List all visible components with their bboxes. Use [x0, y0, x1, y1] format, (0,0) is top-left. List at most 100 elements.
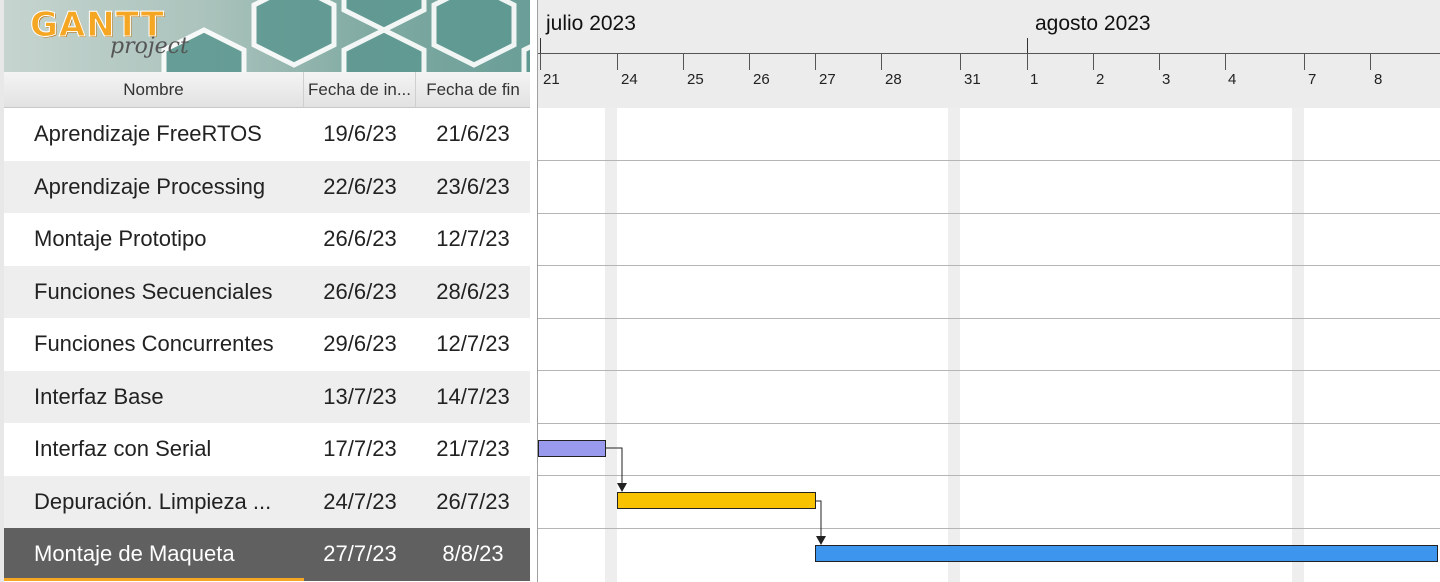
- task-end-date: 12/7/23: [436, 331, 510, 356]
- day-label: 27: [819, 71, 836, 88]
- day-tick: [617, 54, 618, 70]
- day-label: 31: [964, 71, 981, 88]
- day-label: 3: [1162, 71, 1171, 88]
- dependency-link: [605, 447, 623, 484]
- month-tick: [1027, 38, 1028, 54]
- row-gridline: [538, 213, 1440, 214]
- task-end-date: 28/6/23: [436, 278, 510, 304]
- dependency-arrows: [605, 447, 826, 545]
- task-end-date: 12/7/23: [436, 226, 510, 251]
- weekend-band: [605, 108, 617, 582]
- day-tick: [1370, 54, 1371, 70]
- row-gridline: [538, 318, 1440, 319]
- task-table-panel: GANTT project Nombre Fecha de in... Fech…: [0, 0, 530, 582]
- logo-gantt-text: GANTT: [30, 5, 165, 45]
- task-bar-depuracion[interactable]: [617, 492, 816, 509]
- row-gridline: [538, 528, 1440, 529]
- task-end-date: 23/6/23: [436, 173, 510, 199]
- day-label: 8: [1374, 71, 1383, 88]
- task-end-date: 21/7/23: [436, 436, 510, 461]
- table-row[interactable]: Aprendizaje Processing 22/6/23 23/6/23: [4, 160, 530, 213]
- panel-splitter[interactable]: [530, 0, 538, 582]
- selection-underline: [4, 577, 304, 581]
- column-header-start-date[interactable]: Fecha de in...: [304, 72, 416, 107]
- day-label: 26: [753, 71, 770, 88]
- arrowhead-icon: [816, 536, 826, 545]
- day-tick: [881, 54, 882, 70]
- task-start-date: 19/6/23: [323, 121, 397, 146]
- month-label-july: julio 2023: [546, 12, 636, 35]
- day-label: 1: [1030, 71, 1039, 88]
- table-row[interactable]: Montaje Prototipo 26/6/23 12/7/23: [4, 213, 530, 266]
- task-name: Interfaz Base: [34, 383, 164, 409]
- task-bar-interfaz-serial[interactable]: [538, 440, 606, 457]
- task-name: Funciones Secuenciales: [34, 278, 273, 304]
- day-tick: [1093, 54, 1094, 70]
- column-header-name[interactable]: Nombre: [4, 72, 304, 107]
- task-name: Aprendizaje Processing: [34, 173, 266, 199]
- task-name: Depuración. Limpieza ...: [34, 488, 272, 514]
- day-tick: [749, 54, 750, 70]
- task-end-date: 8/8/23: [442, 541, 504, 566]
- table-row-selected[interactable]: Montaje de Maqueta 27/7/23 8/8/23: [4, 528, 530, 581]
- task-start-date: 29/6/23: [323, 331, 397, 356]
- table-row[interactable]: Funciones Secuenciales 26/6/23 28/6/23: [4, 265, 530, 318]
- timeline-divider: [538, 53, 1440, 54]
- gantt-chart-panel[interactable]: julio 2023 agosto 2023 21 24 25 26 27 28…: [538, 0, 1440, 582]
- task-name: Aprendizaje FreeRTOS: [34, 121, 262, 146]
- hexagon-pattern-icon: [161, 0, 530, 72]
- table-row[interactable]: Funciones Concurrentes 29/6/23 12/7/23: [4, 318, 530, 371]
- weekend-band: [948, 108, 960, 582]
- table-row[interactable]: Interfaz Base 13/7/23 14/7/23: [4, 370, 530, 423]
- task-start-date: 17/7/23: [323, 436, 397, 461]
- arrowhead-icon: [617, 483, 627, 492]
- table-row[interactable]: Interfaz con Serial 17/7/23 21/7/23: [4, 423, 530, 476]
- day-tick: [1159, 54, 1160, 70]
- day-label: 21: [543, 71, 560, 88]
- task-start-date: 24/7/23: [323, 488, 397, 514]
- task-start-date: 27/7/23: [323, 541, 397, 566]
- ganttproject-logo: GANTT project: [4, 0, 530, 72]
- task-start-date: 13/7/23: [323, 383, 397, 409]
- table-row[interactable]: Depuración. Limpieza ... 24/7/23 26/7/23: [4, 475, 530, 528]
- day-label: 28: [885, 71, 902, 88]
- month-tick: [540, 38, 541, 54]
- row-gridline: [538, 423, 1440, 424]
- task-end-date: 26/7/23: [436, 488, 510, 514]
- month-label-august: agosto 2023: [1035, 12, 1151, 35]
- row-gridline: [538, 370, 1440, 371]
- task-start-date: 26/6/23: [323, 226, 397, 251]
- day-tick: [1225, 54, 1226, 70]
- row-gridline: [538, 475, 1440, 476]
- day-tick: [1304, 54, 1305, 70]
- task-bar-montaje-maqueta[interactable]: [815, 545, 1438, 562]
- day-label: 25: [687, 71, 704, 88]
- logo-project-text: project: [110, 34, 189, 59]
- timeline-header: julio 2023 agosto 2023 21 24 25 26 27 28…: [538, 0, 1440, 108]
- task-start-date: 22/6/23: [323, 173, 397, 199]
- column-header-end-date[interactable]: Fecha de fin: [426, 80, 520, 99]
- table-header: Nombre Fecha de in... Fecha de fin: [4, 72, 530, 108]
- day-tick: [1027, 54, 1028, 70]
- task-end-date: 21/6/23: [436, 121, 510, 146]
- task-name: Montaje Prototipo: [34, 226, 207, 251]
- day-tick: [683, 54, 684, 70]
- day-tick: [960, 54, 961, 70]
- day-tick: [540, 54, 541, 70]
- task-list: Aprendizaje FreeRTOS 19/6/23 21/6/23 Apr…: [4, 108, 530, 581]
- task-name: Interfaz con Serial: [34, 436, 212, 461]
- day-label: 7: [1308, 71, 1317, 88]
- table-row[interactable]: Aprendizaje FreeRTOS 19/6/23 21/6/23: [4, 108, 530, 161]
- task-start-date: 26/6/23: [323, 278, 397, 304]
- day-label: 4: [1228, 71, 1237, 88]
- task-name: Funciones Concurrentes: [34, 331, 274, 356]
- logo-wordmark: GANTT project: [30, 5, 189, 58]
- dependency-link: [816, 500, 822, 537]
- day-tick: [815, 54, 816, 70]
- day-label: 2: [1096, 71, 1105, 88]
- task-name: Montaje de Maqueta: [34, 541, 235, 566]
- day-label: 24: [621, 71, 638, 88]
- row-gridline: [538, 160, 1440, 161]
- row-gridline: [538, 265, 1440, 266]
- weekend-band: [1292, 108, 1304, 582]
